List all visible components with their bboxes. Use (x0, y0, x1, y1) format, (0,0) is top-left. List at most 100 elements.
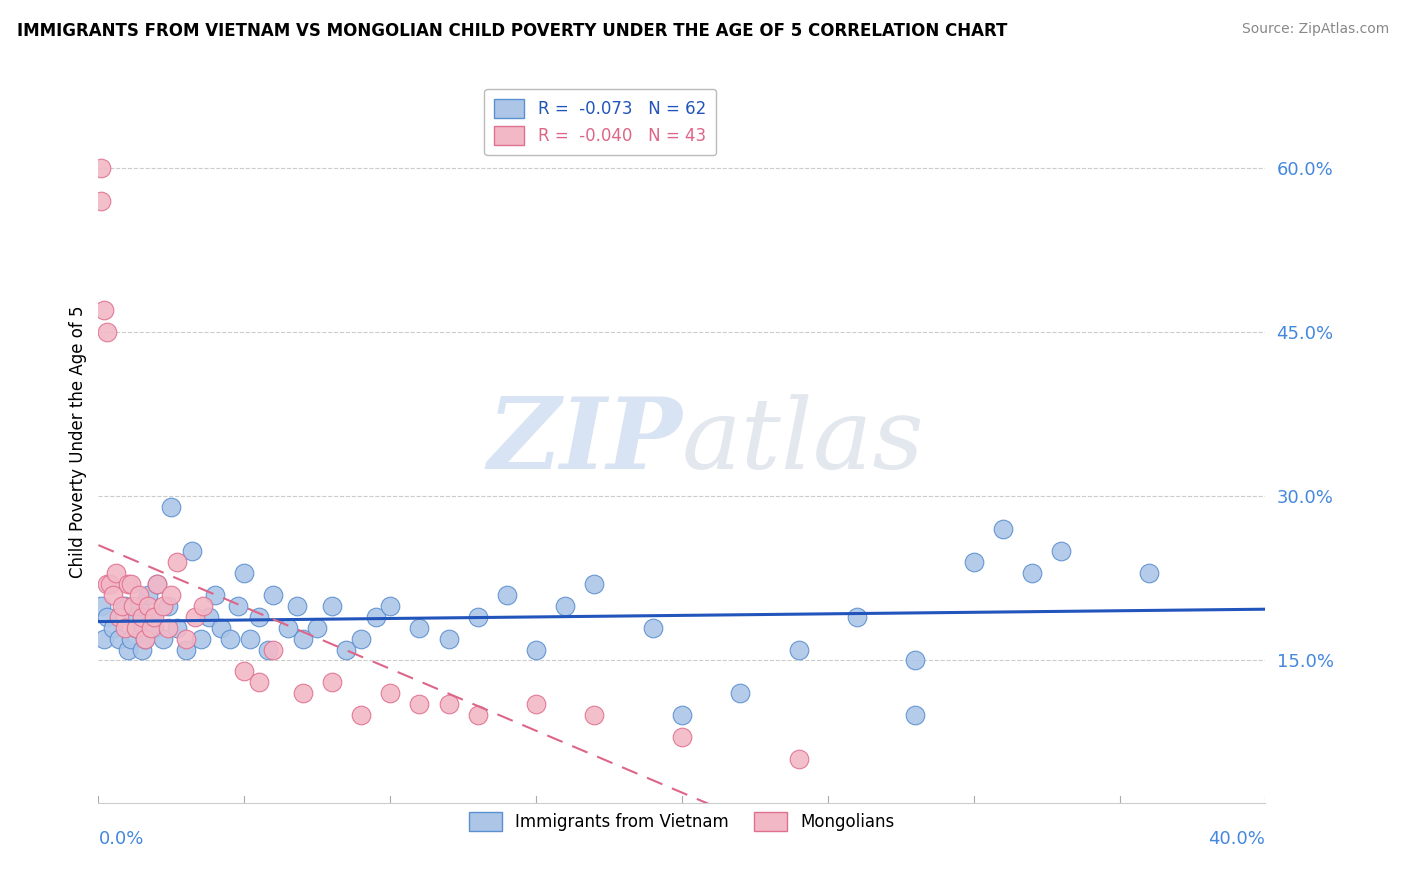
Point (104, 566, 127, 580)
Point (157, 621, 180, 635)
Point (125, 621, 148, 635)
Point (467, 708, 489, 723)
Text: IMMIGRANTS FROM VIETNAM VS MONGOLIAN CHILD POVERTY UNDER THE AGE OF 5 CORRELATIO: IMMIGRANTS FROM VIETNAM VS MONGOLIAN CHI… (17, 22, 1007, 40)
Point (101, 621, 124, 635)
Point (131, 642, 153, 657)
Point (787, 642, 810, 657)
Point (166, 555, 188, 569)
Point (554, 599, 576, 613)
Point (408, 621, 430, 635)
Point (93, 303, 115, 318)
Point (335, 642, 357, 657)
Point (180, 544, 202, 558)
Point (787, 752, 810, 766)
Point (108, 632, 131, 646)
Point (193, 599, 215, 613)
Point (174, 632, 197, 646)
Point (218, 632, 240, 646)
Point (846, 609, 869, 624)
Legend: Immigrants from Vietnam, Mongolians: Immigrants from Vietnam, Mongolians (463, 805, 901, 838)
Point (136, 588, 159, 602)
Point (408, 698, 430, 712)
Point (350, 632, 373, 646)
Point (160, 588, 183, 602)
Point (256, 642, 278, 657)
Point (904, 653, 927, 667)
Point (1021, 566, 1043, 580)
Point (114, 621, 136, 635)
Point (183, 609, 205, 624)
Point (285, 599, 308, 613)
Point (114, 599, 136, 613)
Point (364, 609, 387, 624)
Point (98, 577, 121, 591)
Point (671, 730, 693, 744)
Point (991, 522, 1014, 536)
Point (134, 632, 156, 646)
Point (437, 632, 460, 646)
Point (204, 588, 226, 602)
Point (152, 632, 174, 646)
Point (139, 621, 162, 635)
Point (117, 577, 139, 591)
Point (380, 686, 402, 700)
Point (262, 588, 284, 602)
Point (671, 708, 693, 723)
Point (166, 621, 188, 635)
Point (904, 708, 927, 723)
Point (117, 642, 139, 657)
Point (128, 599, 150, 613)
Point (247, 675, 270, 690)
Point (90, 161, 112, 175)
Point (380, 599, 402, 613)
Point (136, 599, 159, 613)
Point (496, 588, 519, 602)
Point (174, 642, 197, 657)
Point (291, 632, 314, 646)
Point (209, 621, 232, 635)
Point (101, 588, 124, 602)
Point (524, 698, 547, 712)
Point (90, 599, 112, 613)
Text: atlas: atlas (682, 394, 925, 489)
Point (233, 566, 256, 580)
Point (142, 621, 165, 635)
Point (277, 621, 299, 635)
Point (730, 686, 752, 700)
Point (120, 577, 142, 591)
Point (524, 642, 547, 657)
Point (291, 686, 314, 700)
Point (583, 708, 606, 723)
Text: Source: ZipAtlas.com: Source: ZipAtlas.com (1241, 22, 1389, 37)
Point (307, 621, 329, 635)
Point (233, 665, 256, 679)
Point (239, 632, 262, 646)
Point (437, 698, 460, 712)
Point (641, 621, 664, 635)
Y-axis label: Child Poverty Under the Age of 5: Child Poverty Under the Age of 5 (69, 305, 87, 578)
Point (1050, 544, 1073, 558)
Point (198, 609, 221, 624)
Point (157, 599, 180, 613)
Point (467, 609, 489, 624)
Text: 0.0%: 0.0% (98, 830, 143, 848)
Point (139, 609, 162, 624)
Point (160, 500, 183, 515)
Point (152, 599, 174, 613)
Point (96, 577, 118, 591)
Point (142, 609, 165, 624)
Point (247, 609, 270, 624)
Text: 40.0%: 40.0% (1209, 830, 1265, 848)
Point (122, 609, 145, 624)
Point (111, 599, 134, 613)
Point (962, 555, 984, 569)
Point (321, 599, 343, 613)
Point (134, 632, 156, 646)
Point (146, 577, 169, 591)
Point (108, 609, 131, 624)
Point (146, 577, 169, 591)
Point (96, 325, 118, 339)
Point (190, 632, 212, 646)
Point (350, 708, 373, 723)
Point (93, 632, 115, 646)
